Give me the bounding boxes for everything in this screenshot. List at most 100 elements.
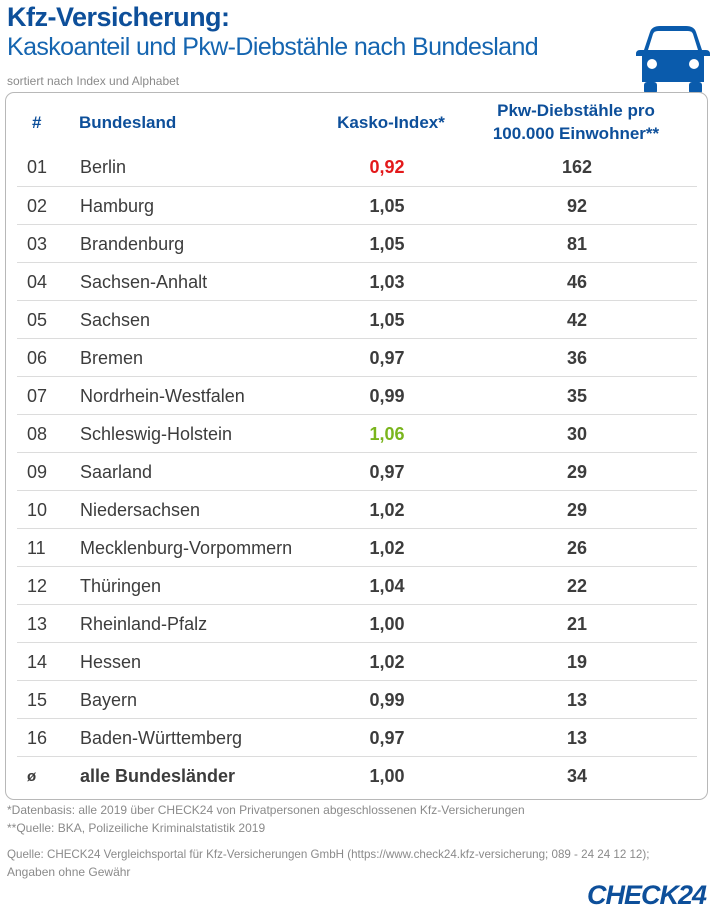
row-bundesland: Thüringen — [80, 576, 162, 596]
row-thefts: 29 — [566, 462, 588, 482]
row-bundesland: Niedersachsen — [80, 500, 201, 520]
table-row: 10 Niedersachsen 1,02 29 — [17, 490, 697, 528]
row-thefts: 81 — [566, 234, 588, 254]
row-bundesland: Nordrhein-Westfalen — [80, 386, 245, 406]
car-icon — [636, 26, 710, 94]
row-bundesland: Mecklenburg-Vorpommern — [80, 538, 293, 558]
table-row: 09 Saarland 0,97 29 — [17, 452, 697, 490]
sort-note: sortiert nach Index und Alphabet — [7, 74, 180, 88]
table-row: 05 Sachsen 1,05 42 — [17, 300, 697, 338]
row-number: 08 — [27, 424, 48, 444]
row-bundesland: Bayern — [80, 690, 138, 710]
table-row: 11 Mecklenburg-Vorpommern 1,02 26 — [17, 528, 697, 566]
table-row: 12 Thüringen 1,04 22 — [17, 566, 697, 604]
row-bundesland: Berlin — [80, 157, 127, 177]
row-number: 11 — [27, 538, 46, 558]
row-bundesland: Schleswig-Holstein — [80, 424, 233, 444]
row-bundesland: Sachsen-Anhalt — [80, 272, 208, 292]
row-number: 12 — [27, 576, 48, 596]
row-kasko-index: 1,04 — [369, 576, 405, 596]
data-table: # Bundesland Kasko-Index* Pkw-Diebstähle… — [5, 92, 708, 800]
row-number: 13 — [27, 614, 48, 634]
row-bundesland: Saarland — [80, 462, 153, 482]
row-kasko-index: 0,97 — [369, 462, 405, 482]
page-subtitle: Kaskoanteil und Pkw-Diebstähle nach Bund… — [7, 33, 539, 61]
row-number: 15 — [27, 690, 48, 710]
row-bundesland: Hessen — [80, 652, 142, 672]
table-row: 14 Hessen 1,02 19 — [17, 642, 697, 680]
row-number: 16 — [27, 728, 48, 748]
row-thefts: 19 — [566, 652, 588, 672]
row-kasko-index: 1,02 — [369, 538, 405, 558]
row-kasko-index: 0,99 — [369, 690, 405, 710]
row-number: 14 — [27, 652, 48, 672]
row-number: 07 — [27, 386, 48, 406]
table-row: 15 Bayern 0,99 13 — [17, 680, 697, 718]
row-bundesland: Baden-Württemberg — [80, 728, 243, 748]
row-thefts: 35 — [566, 386, 588, 406]
source-line-2: Angaben ohne Gewähr — [7, 865, 131, 879]
row-kasko-index: 1,06 — [369, 424, 405, 444]
row-number: 10 — [27, 500, 48, 520]
row-bundesland: alle Bundesländer — [80, 766, 236, 786]
row-thefts: 162 — [561, 157, 593, 177]
table-row: 08 Schleswig-Holstein 1,06 30 — [17, 414, 697, 452]
col-thefts-line2: 100.000 Einwohner** — [492, 124, 660, 143]
col-num: # — [32, 113, 42, 132]
row-thefts: 22 — [566, 576, 588, 596]
total-row: ø alle Bundesländer 1,00 34 — [17, 756, 697, 794]
footnote-1: *Datenbasis: alle 2019 über CHECK24 von … — [7, 803, 525, 817]
row-number: 02 — [27, 196, 48, 216]
row-kasko-index: 1,05 — [369, 196, 405, 216]
row-thefts: 26 — [566, 538, 588, 558]
row-number: 09 — [27, 462, 48, 482]
row-kasko-index: 1,05 — [369, 310, 405, 330]
col-thefts-line1: Pkw-Diebstähle pro — [497, 101, 655, 120]
row-thefts: 29 — [566, 500, 588, 520]
row-kasko-index: 0,97 — [369, 348, 405, 368]
table-row: 04 Sachsen-Anhalt 1,03 46 — [17, 262, 697, 300]
row-bundesland: Rheinland-Pfalz — [80, 614, 208, 634]
table-row: 03 Brandenburg 1,05 81 — [17, 224, 697, 262]
row-number: ø — [27, 768, 37, 785]
table-row: 16 Baden-Württemberg 0,97 13 — [17, 718, 697, 756]
row-number: 01 — [27, 157, 48, 177]
col-kasko-index: Kasko-Index* — [337, 113, 445, 132]
row-number: 03 — [27, 234, 48, 254]
row-bundesland: Hamburg — [80, 196, 155, 216]
row-thefts: 34 — [566, 766, 588, 786]
row-thefts: 36 — [566, 348, 588, 368]
row-number: 05 — [27, 310, 48, 330]
row-bundesland: Brandenburg — [80, 234, 185, 254]
table-header: # Bundesland Kasko-Index* Pkw-Diebstähle… — [6, 93, 707, 149]
row-thefts: 30 — [566, 424, 588, 444]
table-row: 06 Bremen 0,97 36 — [17, 338, 697, 376]
row-kasko-index: 1,05 — [369, 234, 405, 254]
check24-logo: CHECK24 — [586, 880, 707, 910]
footnote-2: **Quelle: BKA, Polizeiliche Kriminalstat… — [7, 821, 266, 835]
row-thefts: 92 — [566, 196, 588, 216]
row-kasko-index: 1,02 — [369, 652, 405, 672]
row-number: 04 — [27, 272, 48, 292]
page-title: Kfz-Versicherung: — [7, 2, 230, 32]
row-kasko-index: 1,00 — [369, 614, 405, 634]
row-bundesland: Sachsen — [80, 310, 151, 330]
col-bundesland: Bundesland — [79, 113, 177, 132]
row-bundesland: Bremen — [80, 348, 144, 368]
row-kasko-index: 0,97 — [369, 728, 405, 748]
row-thefts: 13 — [566, 728, 588, 748]
row-kasko-index: 1,02 — [369, 500, 405, 520]
row-thefts: 46 — [566, 272, 588, 292]
table-row: 13 Rheinland-Pfalz 1,00 21 — [17, 604, 697, 642]
row-thefts: 42 — [566, 310, 588, 330]
source-line-1: Quelle: CHECK24 Vergleichsportal für Kfz… — [7, 848, 650, 861]
row-thefts: 21 — [566, 614, 588, 634]
row-thefts: 13 — [566, 690, 588, 710]
table-row: 02 Hamburg 1,05 92 — [17, 186, 697, 224]
row-kasko-index: 0,92 — [369, 157, 405, 177]
row-kasko-index: 1,03 — [369, 272, 405, 292]
row-kasko-index: 0,99 — [369, 386, 405, 406]
row-number: 06 — [27, 348, 48, 368]
table-row: 07 Nordrhein-Westfalen 0,99 35 — [17, 376, 697, 414]
table-row: 01 Berlin 0,92 162 — [17, 148, 697, 186]
